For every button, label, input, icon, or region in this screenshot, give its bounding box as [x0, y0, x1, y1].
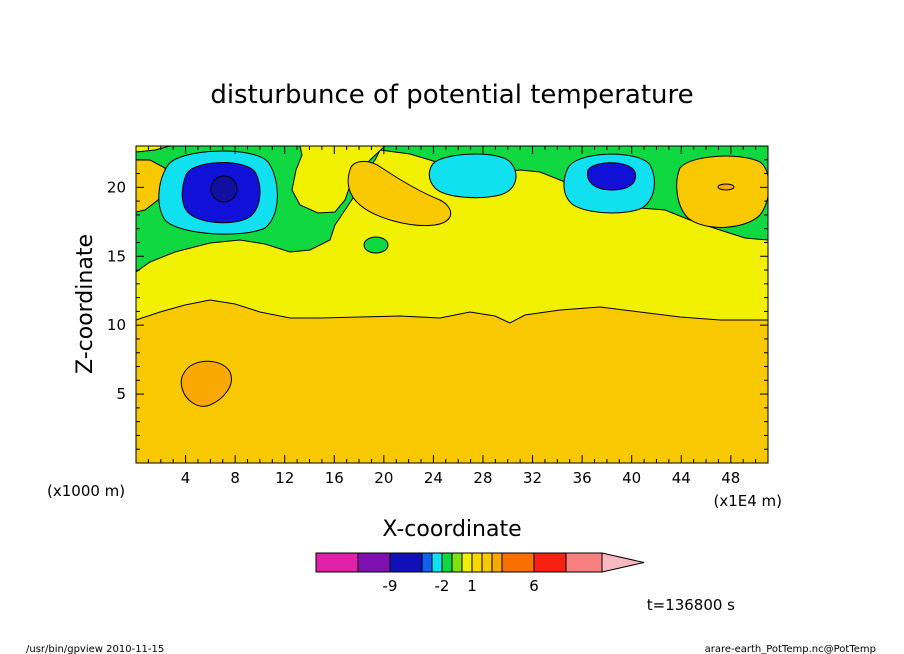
y-tick-label: 5: [116, 385, 126, 403]
cold-darkblue-left: [210, 175, 238, 203]
colorbar: [315, 552, 645, 573]
x-axis-ticks: 4 8 12 16 20 24 28 32 36 40 44 48: [147, 146, 757, 487]
colorbar-cell: [461, 552, 473, 573]
x-tick-label: 36: [573, 469, 592, 487]
x-tick-label: 8: [230, 469, 240, 487]
x-tick-label: 44: [672, 469, 691, 487]
x-tick-label: 24: [424, 469, 443, 487]
x-tick-label: 40: [622, 469, 641, 487]
colorbar-cell: [431, 552, 443, 573]
colorbar-label: 1: [467, 577, 477, 595]
colorbar-cell: [421, 552, 433, 573]
lobe-darkorange-right: [717, 183, 735, 191]
colorbar-cell: [533, 552, 567, 573]
y-axis-ticks: 5 10 15 20: [107, 159, 768, 450]
lobe-orange-right: [676, 155, 768, 228]
lobe-darkorange-bottom: [180, 360, 232, 407]
band-yellow-topleft: [136, 146, 171, 153]
colorbar-label: -2: [435, 577, 450, 595]
cold-cyan-mid: [428, 153, 517, 199]
colorbar-cell: [389, 552, 423, 573]
footer-right: arare-earth_PotTemp.nc@PotTemp: [705, 644, 876, 654]
x-tick-label: 32: [523, 469, 542, 487]
x-tick-label: 12: [275, 469, 294, 487]
footer-left: /usr/bin/gpview 2010-11-15: [26, 644, 164, 654]
x-axis-label: X-coordinate: [382, 517, 521, 542]
colorbar-arrow: [601, 552, 645, 573]
colorbar-cell: [441, 552, 453, 573]
colorbar-cell: [491, 552, 503, 573]
x-tick-label: 4: [181, 469, 191, 487]
y-axis-label: Z-coordinate: [73, 234, 98, 374]
cold-blue-right: [586, 162, 637, 191]
x-tick-label: 48: [721, 469, 740, 487]
time-label: t=136800 s: [647, 596, 735, 614]
colorbar-cell: [357, 552, 391, 573]
colorbar-cell: [501, 552, 535, 573]
colorbar-cell: [451, 552, 463, 573]
y-tick-label: 20: [107, 178, 126, 196]
plot-frame: [135, 145, 769, 464]
x-tick-label: 20: [374, 469, 393, 487]
x-tick-label: 16: [325, 469, 344, 487]
colorbar-cell: [471, 552, 483, 573]
colorbar-label: -9: [383, 577, 398, 595]
x-unit-left: (x1000 m): [47, 482, 125, 500]
colorbar-label: 6: [529, 577, 539, 595]
y-tick-label: 10: [107, 316, 126, 334]
island-green: [363, 236, 389, 254]
colorbar-cell: [315, 552, 359, 573]
colorbar-labels: -9 -2 1 6: [383, 577, 539, 595]
colorbar-cell: [481, 552, 493, 573]
y-tick-label: 15: [107, 247, 126, 265]
lobe-orange-mid: [347, 161, 452, 227]
x-unit-right: (x1E4 m): [713, 492, 782, 510]
contour-plot: [136, 146, 768, 463]
x-tick-label: 28: [473, 469, 492, 487]
chart-title: disturbunce of potential temperature: [210, 80, 693, 110]
colorbar-cell: [565, 552, 603, 573]
